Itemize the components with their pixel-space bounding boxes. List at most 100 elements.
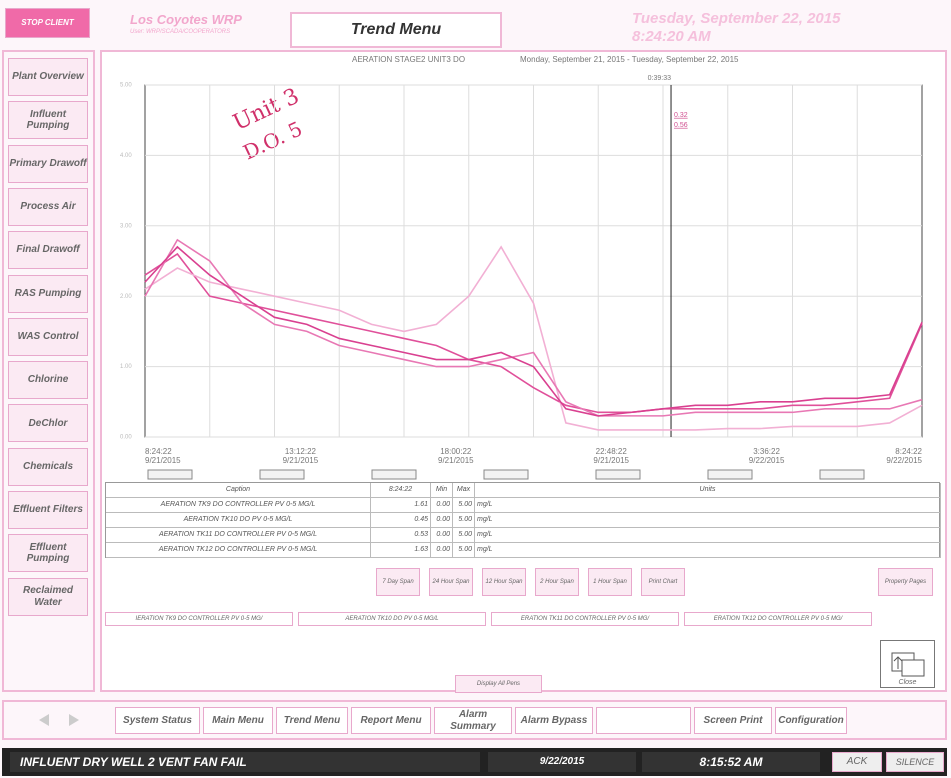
- table-cell: mg/L: [475, 528, 941, 543]
- scroll-button: [371, 469, 417, 480]
- span-button[interactable]: 12 Hour Span: [482, 568, 526, 596]
- property-pages-button[interactable]: Property Pages: [878, 568, 933, 596]
- cursor-reading: 0.32: [674, 112, 688, 119]
- menu-button[interactable]: Trend Menu: [276, 707, 348, 734]
- nav-button[interactable]: Reclaimed Water: [8, 577, 88, 616]
- table-header: Caption: [106, 483, 371, 498]
- scroll-button: [707, 469, 753, 480]
- user-name: User: WRP/SCADA/COOPERATORS: [130, 29, 231, 35]
- pen-table: Caption 8:24:22 Min Max Units AERATION TK9 DO…: [105, 482, 941, 558]
- x-tick-label: 22:48:22: [596, 447, 628, 456]
- pen-label[interactable]: IERATION TK9 DO CONTROLLER PV 0-5 MG/: [105, 612, 293, 626]
- chart-title: AERATION STAGE2 UNIT3 DO: [352, 55, 465, 64]
- x-tick-date: 9/21/2015: [438, 456, 474, 465]
- table-cell: AERATION TK10 DO PV 0-5 MG/L: [106, 513, 371, 528]
- nav-button[interactable]: Primary Drawoff: [8, 144, 88, 183]
- pen-label[interactable]: ERATION TK11 DO CONTROLLER PV 0-5 MG/: [491, 612, 679, 626]
- table-header: Units: [475, 483, 941, 498]
- y-tick-label: 0.00: [120, 435, 132, 441]
- table-header: Min: [431, 483, 453, 498]
- span-button[interactable]: 24 Hour Span: [429, 568, 473, 596]
- nav-button[interactable]: Chlorine: [8, 361, 88, 400]
- silence-button[interactable]: SILENCE: [886, 752, 944, 772]
- close-label: Close: [898, 678, 917, 686]
- nav-button[interactable]: DeChlor: [8, 404, 88, 443]
- menu-button[interactable]: [596, 707, 691, 734]
- span-button[interactable]: 1 Hour Span: [588, 568, 632, 596]
- table-cell: 1.63: [371, 543, 431, 558]
- x-tick-date: 9/21/2015: [593, 456, 629, 465]
- table-cell: 0.00: [431, 513, 453, 528]
- close-button[interactable]: Close: [880, 640, 935, 688]
- site-name: Los Coyotes WRP: [130, 12, 242, 27]
- table-cell: 0.53: [371, 528, 431, 543]
- span-button[interactable]: 7 Day Span: [376, 568, 420, 596]
- display-all-button[interactable]: Display All Pens: [455, 675, 542, 693]
- scroll-button: [483, 469, 529, 480]
- table-header: 8:24:22: [371, 483, 431, 498]
- scroll-button: [259, 469, 305, 480]
- x-tick-date: 9/22/2015: [886, 456, 922, 465]
- nav-button[interactable]: Effluent Pumping: [8, 534, 88, 573]
- nav-button[interactable]: WAS Control: [8, 317, 88, 356]
- nav-button[interactable]: RAS Pumping: [8, 274, 88, 313]
- table-header: Max: [453, 483, 475, 498]
- scroll-button: [595, 469, 641, 480]
- table-cell: 0.00: [431, 528, 453, 543]
- x-tick-date: 9/22/2015: [749, 456, 785, 465]
- nav-button[interactable]: Final Drawoff: [8, 231, 88, 270]
- display-all-wrap: Display All Pens: [455, 675, 542, 693]
- y-tick-label: 3.00: [120, 223, 132, 229]
- table-cell: 5.00: [453, 528, 475, 543]
- time: 8:24:20 AM: [632, 28, 711, 45]
- menu-button[interactable]: System Status: [115, 707, 200, 734]
- x-tick-label: 8:24:22: [895, 447, 922, 456]
- menu-button[interactable]: Report Menu: [351, 707, 431, 734]
- nav-button[interactable]: Plant Overview: [8, 58, 88, 96]
- x-tick-date: 9/21/2015: [283, 456, 319, 465]
- table-cell: 1.61: [371, 498, 431, 513]
- y-tick-label: 1.00: [120, 364, 132, 370]
- table-cell: mg/L: [475, 498, 941, 513]
- table-cell: 5.00: [453, 513, 475, 528]
- pen-label[interactable]: AERATION TK10 DO PV 0-5 MG/L: [298, 612, 486, 626]
- menu-button[interactable]: Alarm Summary: [434, 707, 512, 734]
- y-tick-label: 2.00: [120, 294, 132, 300]
- menu-button[interactable]: Alarm Bypass: [515, 707, 593, 734]
- x-tick-date: 9/21/2015: [145, 456, 181, 465]
- date: Tuesday, September 22, 2015: [632, 10, 841, 27]
- nav-button[interactable]: Influent Pumping: [8, 101, 88, 140]
- trend-line: [144, 245, 923, 417]
- table-cell: 5.00: [453, 498, 475, 513]
- table-cell: 0.00: [431, 498, 453, 513]
- pen-label[interactable]: ERATION TK12 DO CONTROLLER PV 0-5 MG/: [684, 612, 872, 626]
- y-tick-label: 5.00: [120, 83, 132, 89]
- y-tick-label: 4.00: [120, 153, 132, 159]
- nav-button[interactable]: Process Air: [8, 187, 88, 226]
- span-button[interactable]: Print Chart: [641, 568, 685, 596]
- menu-button[interactable]: Main Menu: [203, 707, 273, 734]
- trend-line: [144, 252, 923, 414]
- stop-client-button[interactable]: STOP CLIENT: [5, 8, 90, 38]
- nav-button[interactable]: Effluent Filters: [8, 491, 88, 529]
- close-icon: [891, 652, 924, 677]
- x-tick-label: 8:24:22: [145, 447, 172, 456]
- trend-line: [144, 238, 923, 417]
- x-tick-label: 13:12:22: [285, 447, 317, 456]
- nav-button[interactable]: Chemicals: [8, 447, 88, 486]
- scroll-button: [147, 469, 193, 480]
- table-cell: mg/L: [475, 543, 941, 558]
- table-cell: 0.45: [371, 513, 431, 528]
- table-cell: 5.00: [453, 543, 475, 558]
- table-cell: mg/L: [475, 513, 941, 528]
- table-cell: AERATION TK11 DO CONTROLLER PV 0-5 MG/L: [106, 528, 371, 543]
- trend-line: [144, 245, 923, 431]
- table-cell: AERATION TK12 DO CONTROLLER PV 0-5 MG/L: [106, 543, 371, 558]
- menu-button[interactable]: Screen Print: [694, 707, 772, 734]
- menu-button[interactable]: Configuration: [775, 707, 847, 734]
- menu-bar: [2, 700, 947, 740]
- cursor-reading: 0.56: [674, 122, 688, 129]
- ack-button[interactable]: ACK: [832, 752, 882, 772]
- span-button[interactable]: 2 Hour Span: [535, 568, 579, 596]
- x-tick-label: 18:00:22: [440, 447, 472, 456]
